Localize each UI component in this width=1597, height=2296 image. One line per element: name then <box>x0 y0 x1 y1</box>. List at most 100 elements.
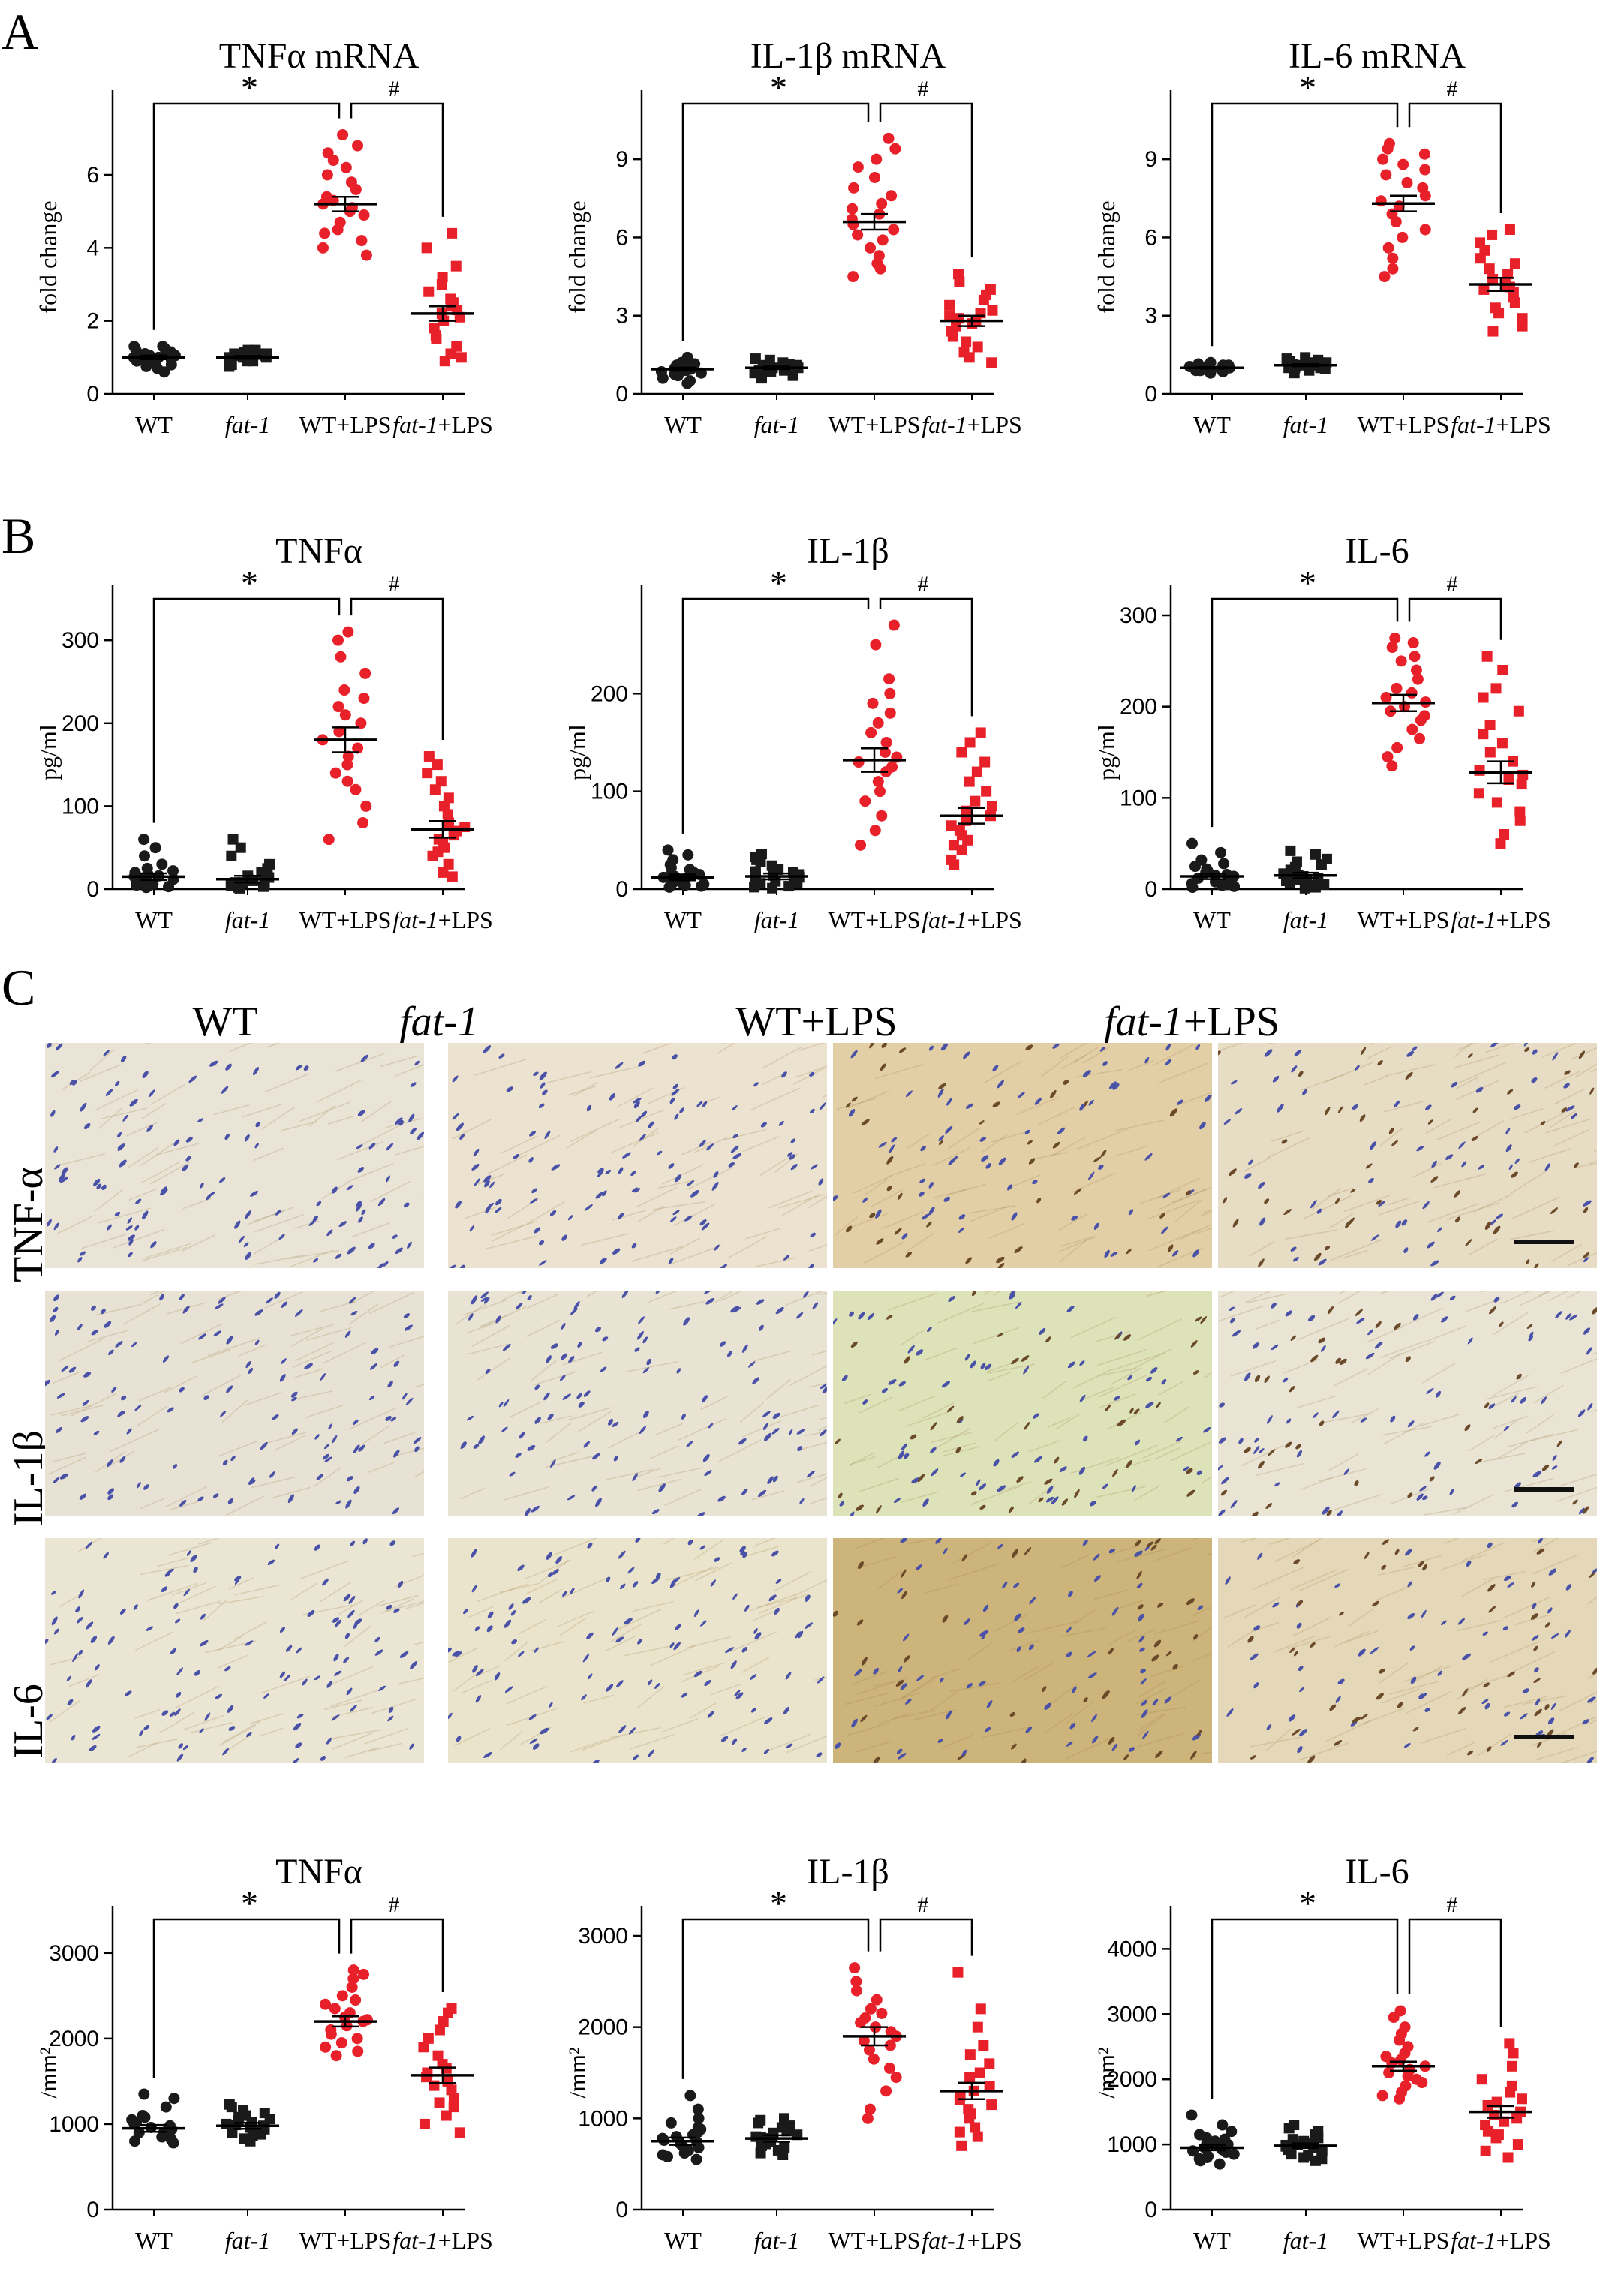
sig-hash: # <box>389 572 400 597</box>
data-point <box>1391 683 1402 694</box>
sig-bracket-star <box>154 104 339 330</box>
data-point <box>1391 742 1403 753</box>
data-point <box>1517 2093 1527 2104</box>
data-point <box>1289 2120 1299 2130</box>
sig-star: * <box>1299 1884 1316 1922</box>
data-point <box>886 190 897 201</box>
data-point <box>1419 149 1430 160</box>
data-point <box>1408 637 1419 648</box>
data-point <box>880 2085 892 2096</box>
data-point <box>156 858 167 870</box>
x-tick-label: WT+LPS <box>829 906 921 933</box>
histology-col-wt-lps: WT+LPS <box>614 998 1019 1046</box>
data-point <box>323 147 334 158</box>
data-point <box>423 287 434 297</box>
y-tick-label: 200 <box>62 711 99 736</box>
sig-star: * <box>770 563 787 602</box>
data-point <box>693 2104 704 2115</box>
data-point <box>436 776 447 786</box>
data-point <box>352 140 363 152</box>
data-point <box>981 786 991 797</box>
y-tick-label: 9 <box>1144 147 1157 172</box>
data-point <box>1478 693 1489 703</box>
chart-title: TNFα <box>275 531 362 571</box>
data-point <box>955 2127 965 2138</box>
scale-bar <box>1514 1487 1574 1492</box>
data-point <box>884 2063 895 2074</box>
data-point <box>319 227 330 239</box>
data-point <box>1186 2109 1197 2120</box>
data-point <box>333 701 344 712</box>
data-point <box>889 143 901 155</box>
data-point <box>961 336 971 347</box>
data-point <box>455 2127 465 2138</box>
chart-title: IL-1β <box>807 1852 889 1892</box>
data-point <box>1400 2021 1411 2033</box>
data-point <box>1381 692 1392 703</box>
x-tick-label: fat-1 <box>225 906 270 933</box>
data-point <box>322 170 333 181</box>
data-point <box>139 850 150 861</box>
data-point <box>338 684 350 696</box>
data-point <box>871 1994 883 2006</box>
y-tick-label: 0 <box>1144 877 1157 902</box>
data-point <box>1383 2067 1394 2078</box>
y-tick-label: 2000 <box>578 2015 628 2040</box>
data-point <box>1482 651 1493 662</box>
y-tick-label: 0 <box>86 2198 99 2222</box>
data-point <box>238 2105 248 2116</box>
x-tick-label: fat-1 <box>1283 2227 1328 2254</box>
y-tick-label: 0 <box>86 877 99 902</box>
data-point <box>1382 751 1394 762</box>
data-point <box>1517 313 1528 323</box>
x-tick-label: WT <box>135 411 173 438</box>
data-point <box>684 2090 696 2101</box>
data-point <box>433 2051 444 2061</box>
y-axis-label: fold change <box>564 200 591 313</box>
data-point <box>1477 2074 1487 2084</box>
y-axis-label: /mm² <box>35 2047 62 2098</box>
data-point <box>873 776 884 787</box>
data-point <box>750 2132 761 2142</box>
x-tick-label: WT+LPS <box>299 906 392 933</box>
sig-bracket-hash <box>351 1919 443 1992</box>
sig-star: * <box>1299 563 1316 602</box>
sig-bracket-hash <box>1409 599 1501 640</box>
data-point <box>767 861 777 871</box>
histology-texture <box>1218 1538 1597 1763</box>
x-tick-label: fat-1+LPS <box>1451 411 1551 438</box>
data-point <box>168 2093 179 2104</box>
data-point <box>949 840 959 850</box>
data-point <box>985 284 996 295</box>
data-point <box>956 2141 967 2151</box>
chart-title: IL-6 <box>1345 1852 1409 1892</box>
data-point <box>970 2123 980 2133</box>
data-point <box>855 840 866 851</box>
data-point <box>1484 263 1495 274</box>
sig-star: * <box>241 1884 258 1922</box>
data-point <box>350 1994 361 2006</box>
data-point <box>226 851 236 861</box>
y-axis-label: fold change <box>1093 200 1120 313</box>
data-point <box>342 776 353 787</box>
data-point <box>1389 633 1400 644</box>
data-point <box>756 849 767 859</box>
data-point <box>848 182 859 194</box>
data-point <box>1387 253 1398 264</box>
sig-hash: # <box>389 1892 400 1917</box>
y-tick-label: 6 <box>1144 225 1157 250</box>
data-point <box>1507 2081 1517 2091</box>
sig-bracket-star <box>683 104 868 341</box>
data-point <box>883 673 895 684</box>
data-point <box>973 2022 983 2033</box>
data-point <box>422 768 432 778</box>
data-point <box>1497 738 1508 748</box>
data-point <box>1481 2146 1491 2156</box>
data-point <box>972 767 982 777</box>
data-point <box>986 357 997 368</box>
y-tick-label: 100 <box>591 780 628 804</box>
data-point <box>953 269 964 279</box>
data-point <box>976 2003 986 2014</box>
x-tick-label: WT+LPS <box>1358 411 1450 438</box>
